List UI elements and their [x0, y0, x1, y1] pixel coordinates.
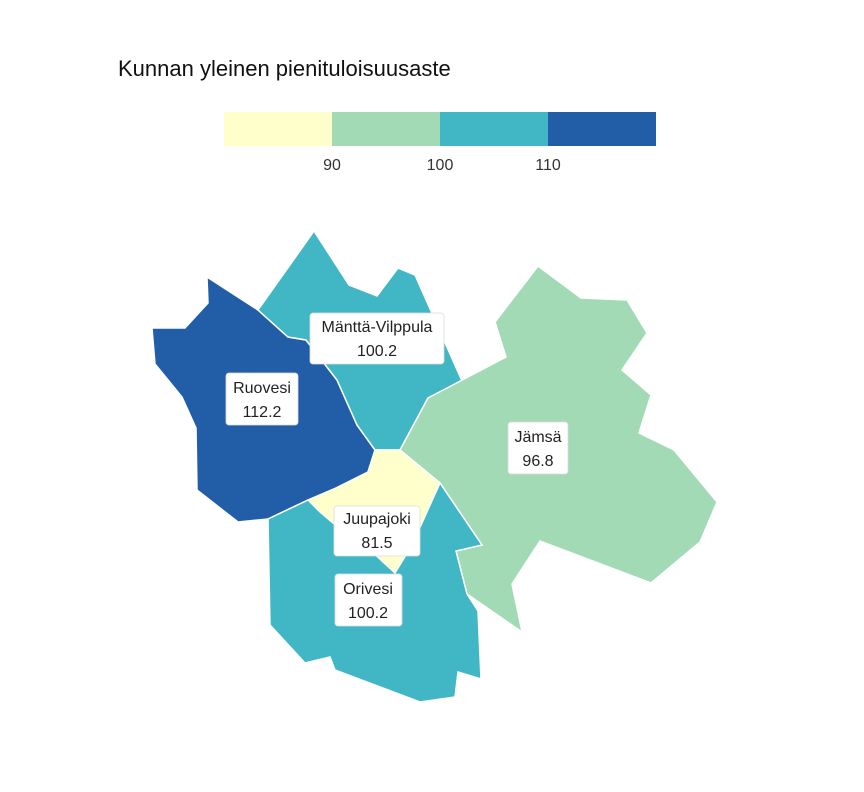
legend-bin-2 [332, 112, 440, 146]
jamsa-name: Jämsä [514, 429, 561, 446]
label-mantta-vilppula: Mänttä-Vilppula 100.2 [309, 312, 445, 365]
label-juupajoki: Juupajoki 81.5 [333, 505, 421, 557]
legend-tick-1: 90 [323, 157, 341, 174]
mantta-vilppula-value: 100.2 [357, 343, 397, 360]
orivesi-value: 100.2 [348, 605, 388, 622]
label-ruovesi: Ruovesi 112.2 [225, 372, 299, 426]
legend-bin-1 [224, 112, 332, 146]
legend-tick-3: 110 [535, 157, 561, 174]
jamsa-value: 96.8 [522, 453, 553, 470]
legend-bin-4 [548, 112, 656, 146]
legend-tick-2: 100 [427, 157, 454, 174]
label-orivesi: Orivesi 100.2 [334, 573, 403, 627]
juupajoki-name: Juupajoki [343, 511, 411, 528]
legend-bin-3 [440, 112, 548, 146]
label-jamsa: Jämsä 96.8 [507, 421, 569, 475]
region-labels: Ruovesi 112.2 Mänttä-Vilppula 100.2 Jäms… [225, 312, 569, 627]
mantta-vilppula-name: Mänttä-Vilppula [322, 319, 433, 336]
juupajoki-value: 81.5 [361, 535, 392, 552]
legend: 90 100 110 [224, 112, 656, 174]
regions [151, 229, 718, 703]
map-title: Kunnan yleinen pienituloisuusaste [118, 56, 451, 81]
ruovesi-name: Ruovesi [233, 380, 291, 397]
orivesi-name: Orivesi [343, 581, 393, 598]
ruovesi-value: 112.2 [243, 404, 282, 421]
